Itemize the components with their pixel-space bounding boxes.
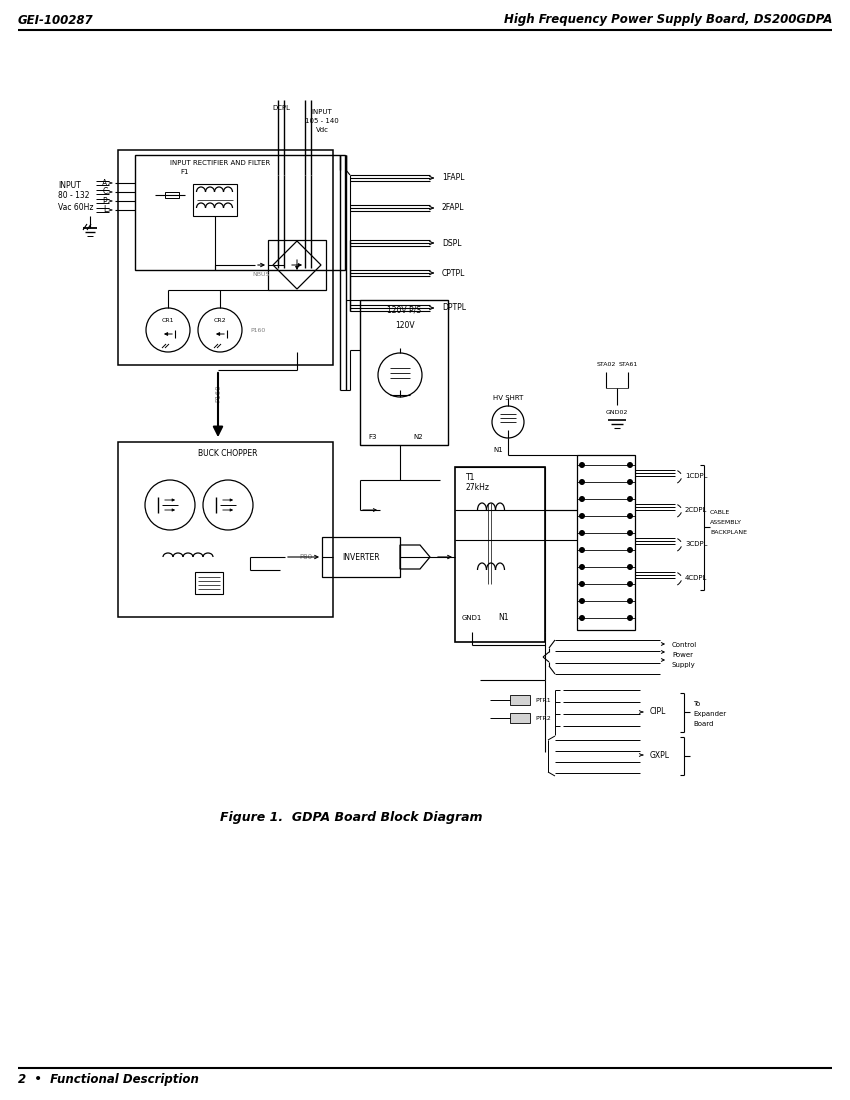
- Circle shape: [627, 581, 633, 587]
- Text: N2: N2: [413, 434, 422, 440]
- Text: N1: N1: [498, 614, 508, 623]
- Text: Vdc: Vdc: [315, 126, 328, 133]
- Text: 2FAPL: 2FAPL: [442, 204, 464, 212]
- Text: N1: N1: [493, 447, 503, 453]
- Circle shape: [627, 547, 633, 553]
- Text: CABLE: CABLE: [710, 509, 730, 515]
- Circle shape: [627, 615, 633, 622]
- Text: 3CDPL: 3CDPL: [685, 541, 707, 547]
- Text: To: To: [693, 701, 700, 707]
- Text: INPUT: INPUT: [58, 180, 81, 189]
- Text: Board: Board: [693, 720, 713, 727]
- Text: P80: P80: [299, 554, 313, 560]
- Text: DCPL: DCPL: [272, 104, 290, 111]
- Text: P160: P160: [215, 384, 221, 402]
- Text: High Frequency Power Supply Board, DS200GDPA: High Frequency Power Supply Board, DS200…: [503, 13, 832, 26]
- Text: 120V P/S: 120V P/S: [387, 306, 421, 315]
- Bar: [455, 468, 545, 642]
- Circle shape: [579, 530, 585, 536]
- Bar: [268, 240, 326, 290]
- Bar: [360, 300, 448, 446]
- Bar: [118, 442, 333, 617]
- Circle shape: [579, 462, 585, 468]
- Circle shape: [579, 581, 585, 587]
- Circle shape: [627, 564, 633, 570]
- Text: 2CDPL: 2CDPL: [685, 507, 707, 513]
- Circle shape: [579, 547, 585, 553]
- Text: CR2: CR2: [213, 318, 226, 322]
- Bar: [195, 572, 223, 594]
- Bar: [118, 150, 333, 365]
- Text: INPUT RECTIFIER AND FILTER: INPUT RECTIFIER AND FILTER: [170, 160, 270, 166]
- Bar: [322, 537, 400, 578]
- Circle shape: [579, 615, 585, 622]
- Text: T1: T1: [466, 473, 475, 482]
- Bar: [135, 155, 345, 270]
- Circle shape: [627, 513, 633, 519]
- Text: BACKPLANE: BACKPLANE: [710, 529, 747, 535]
- Circle shape: [579, 478, 585, 485]
- Text: BUCK CHOPPER: BUCK CHOPPER: [198, 449, 258, 458]
- Text: DSPL: DSPL: [442, 239, 462, 248]
- Text: A: A: [102, 178, 108, 187]
- Text: Supply: Supply: [672, 662, 696, 668]
- Circle shape: [627, 478, 633, 485]
- Text: 27kHz: 27kHz: [466, 484, 490, 493]
- Text: GND02: GND02: [606, 409, 628, 415]
- Text: L: L: [103, 206, 107, 214]
- Circle shape: [579, 513, 585, 519]
- Bar: [193, 184, 237, 216]
- Bar: [165, 192, 179, 198]
- Circle shape: [579, 564, 585, 570]
- Text: INVERTER: INVERTER: [343, 552, 380, 561]
- Text: DPTPL: DPTPL: [442, 304, 466, 312]
- Circle shape: [627, 462, 633, 468]
- Text: CR1: CR1: [162, 318, 174, 322]
- Text: Expander: Expander: [693, 711, 726, 717]
- Text: CPTPL: CPTPL: [442, 268, 465, 277]
- Text: 1CDPL: 1CDPL: [685, 473, 707, 478]
- Text: INPUT: INPUT: [312, 109, 332, 116]
- Circle shape: [579, 598, 585, 604]
- Text: Control: Control: [672, 642, 697, 648]
- Text: GND1: GND1: [462, 615, 482, 622]
- Text: ASSEMBLY: ASSEMBLY: [710, 519, 742, 525]
- Text: 105 - 140: 105 - 140: [305, 118, 339, 124]
- Circle shape: [627, 530, 633, 536]
- Text: Figure 1.  GDPA Board Block Diagram: Figure 1. GDPA Board Block Diagram: [220, 812, 483, 825]
- Text: PTR1: PTR1: [535, 697, 551, 703]
- Text: PTR2: PTR2: [535, 715, 551, 720]
- Circle shape: [627, 496, 633, 502]
- Text: STA02: STA02: [597, 363, 615, 367]
- Text: 80 - 132: 80 - 132: [58, 191, 89, 200]
- Text: P: P: [103, 197, 107, 206]
- Text: Vac 60Hz: Vac 60Hz: [58, 202, 94, 211]
- Text: NBUS: NBUS: [252, 272, 270, 276]
- Text: 4CDPL: 4CDPL: [685, 575, 707, 581]
- Text: 2  •  Functional Description: 2 • Functional Description: [18, 1074, 199, 1087]
- Text: CIPL: CIPL: [650, 707, 666, 716]
- Text: 120V: 120V: [395, 320, 415, 330]
- Text: HV SHRT: HV SHRT: [493, 395, 524, 402]
- Text: F1: F1: [181, 169, 190, 175]
- Circle shape: [579, 496, 585, 502]
- Bar: [510, 695, 530, 705]
- Text: STA61: STA61: [618, 363, 638, 367]
- Text: Power: Power: [672, 652, 693, 658]
- Text: GEI-100287: GEI-100287: [18, 13, 94, 26]
- Text: 1FAPL: 1FAPL: [442, 174, 464, 183]
- Text: F3: F3: [368, 434, 377, 440]
- Text: GXPL: GXPL: [650, 750, 670, 759]
- Circle shape: [627, 598, 633, 604]
- Bar: [510, 713, 530, 723]
- Text: C: C: [102, 187, 108, 197]
- Text: P160: P160: [250, 328, 265, 332]
- Bar: [577, 455, 635, 630]
